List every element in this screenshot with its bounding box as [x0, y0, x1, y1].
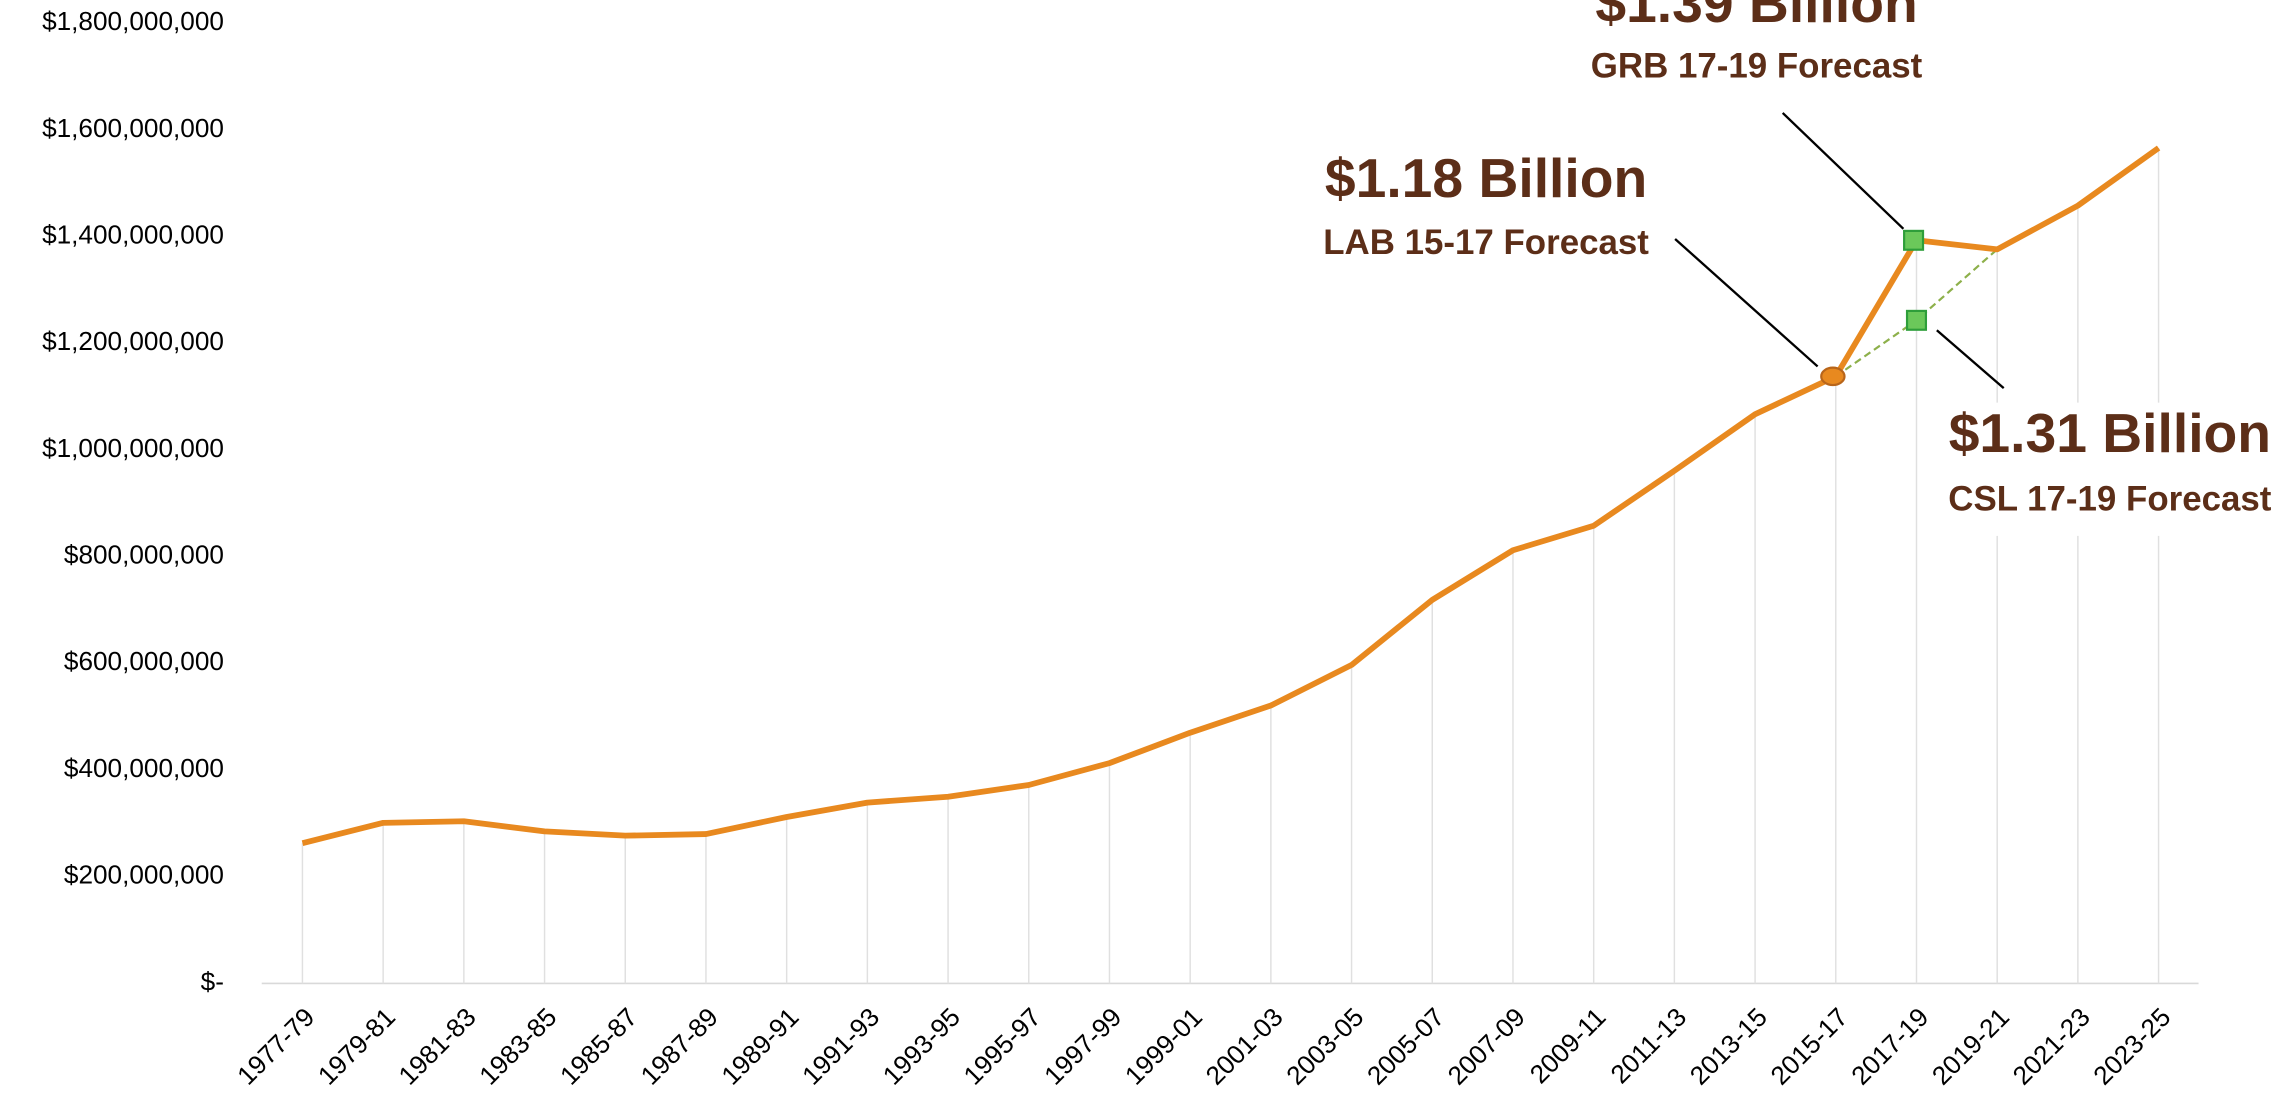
x-tick-label: 1993-95 — [877, 1002, 966, 1091]
x-tick-label: 1981-83 — [393, 1002, 482, 1091]
point-marker — [1820, 366, 1846, 387]
y-tick-label: $1,400,000,000 — [42, 220, 224, 250]
y-tick-label: $1,000,000,000 — [42, 433, 224, 463]
x-tick-label: 1985-87 — [554, 1002, 643, 1091]
x-tick-label: 1987-89 — [635, 1002, 724, 1091]
x-tick-label: 1979-81 — [312, 1002, 401, 1091]
x-tick-label: 2015-17 — [1764, 1002, 1853, 1091]
y-tick-label: $600,000,000 — [64, 646, 224, 676]
annotation-title: $1.31 Billion — [1949, 402, 2271, 464]
x-tick-label: 2001-03 — [1200, 1002, 1289, 1091]
annotation-subtitle: CSL 17-19 Forecast — [1948, 479, 2272, 518]
x-tick-label: 1997-99 — [1038, 1002, 1127, 1091]
y-tick-label: $1,600,000,000 — [42, 113, 224, 143]
x-tick-label: 1983-85 — [473, 1002, 562, 1091]
annotation-subtitle: GRB 17-19 Forecast — [1591, 46, 1923, 85]
x-tick-label: 2003-05 — [1280, 1002, 1369, 1091]
x-tick-label: 2017-19 — [1845, 1002, 1934, 1091]
x-tick-label: 1989-91 — [715, 1002, 804, 1091]
x-tick-label: 2011-13 — [1604, 1002, 1692, 1089]
x-tick-label: 2005-07 — [1361, 1002, 1450, 1091]
x-tick-label: 2013-15 — [1684, 1002, 1773, 1091]
y-tick-label: $200,000,000 — [64, 860, 224, 890]
x-tick-label: 2019-21 — [1926, 1002, 2015, 1091]
leader-line — [1781, 112, 1905, 230]
leader-line — [1936, 329, 2005, 390]
series-line — [301, 145, 2161, 846]
x-tick-label: 1977-79 — [231, 1002, 320, 1091]
point-marker — [1905, 309, 1928, 331]
y-tick-label: $- — [201, 966, 224, 996]
x-tick-label: 2023-25 — [2087, 1002, 2176, 1091]
y-tick-label: $1,800,000,000 — [42, 6, 224, 36]
y-tick-label: $400,000,000 — [64, 753, 224, 783]
x-tick-label: 2007-09 — [1442, 1002, 1531, 1091]
x-tick-label: 1999-01 — [1119, 1002, 1208, 1091]
x-tick-label: 1991-93 — [796, 1002, 885, 1091]
annotation-title: $1.39 Billion — [1595, 0, 1917, 34]
annotation-title: $1.18 Billion — [1325, 147, 1647, 209]
x-tick-label: 2021-23 — [2007, 1002, 2096, 1091]
y-tick-label: $1,200,000,000 — [42, 326, 224, 356]
annotation-subtitle: LAB 15-17 Forecast — [1323, 223, 1649, 262]
leader-line — [1674, 238, 1819, 368]
x-tick-label: 1995-97 — [957, 1002, 1046, 1091]
x-tick-label: 2009-11 — [1524, 1002, 1612, 1089]
point-marker — [1903, 229, 1925, 251]
annotation-backdrop — [1945, 402, 2280, 536]
y-tick-label: $800,000,000 — [64, 540, 224, 570]
